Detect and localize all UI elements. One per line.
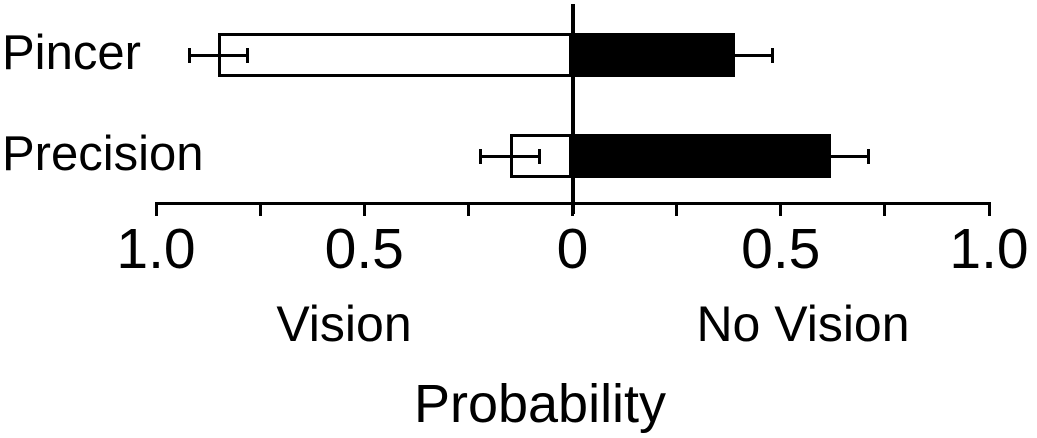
x-axis-tick	[987, 202, 991, 216]
error-bar-precision-vision	[480, 154, 540, 158]
x-tick-label: 0.5	[741, 217, 821, 281]
error-bar-precision-no-vision	[793, 154, 869, 158]
x-axis-tick	[779, 202, 783, 216]
x-axis-title: Probability	[413, 374, 667, 434]
x-tick-label: 0.5	[324, 217, 404, 281]
x-axis-tick	[258, 202, 262, 216]
x-tick-label: 1.0	[949, 217, 1029, 281]
error-bar-precision-vision-cap	[479, 148, 483, 164]
error-bar-precision-vision-cap	[537, 148, 541, 164]
error-bar-pincer-no-vision	[697, 53, 773, 57]
error-bar-pincer-no-vision-cap	[770, 47, 774, 63]
x-axis-tick	[675, 202, 679, 216]
x-tick-label: 1.0	[116, 217, 196, 281]
x-axis-tick	[466, 202, 470, 216]
zero-baseline	[570, 4, 575, 214]
error-bar-precision-no-vision-cap	[866, 148, 870, 164]
category-label-pincer: Pincer	[2, 26, 141, 80]
category-label-precision: Precision	[2, 127, 204, 181]
x-axis-tick	[154, 202, 158, 216]
error-bar-pincer-vision	[189, 53, 248, 57]
bar-pincer-vision	[218, 33, 573, 77]
error-bar-precision-no-vision-cap	[791, 148, 795, 164]
error-bar-pincer-vision-cap	[187, 47, 191, 63]
right-side-label: No Vision	[696, 296, 910, 352]
x-axis-tick	[571, 202, 574, 216]
x-axis-tick	[362, 202, 366, 216]
x-axis-tick	[883, 202, 887, 216]
error-bar-pincer-no-vision-cap	[695, 47, 699, 63]
x-tick-label: 0	[556, 217, 589, 281]
left-side-label: Vision	[276, 296, 412, 352]
error-bar-pincer-vision-cap	[246, 47, 250, 63]
